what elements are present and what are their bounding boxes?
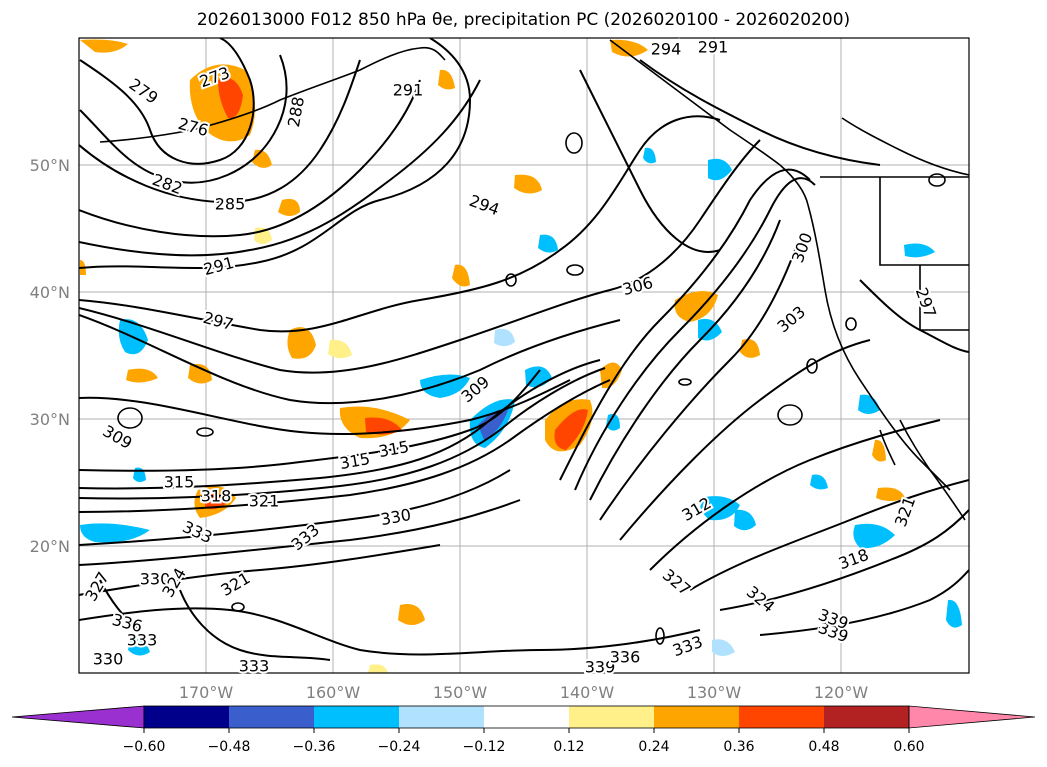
colorbar-tick-label: −0.36 bbox=[293, 739, 336, 755]
colorbar-tick-label: −0.12 bbox=[463, 739, 506, 755]
colorbar-segment bbox=[569, 706, 654, 728]
contour-label: 321 bbox=[249, 492, 280, 511]
map-frame bbox=[78, 37, 970, 674]
map-title: 2026013000 F012 850 hPa θe, precipitatio… bbox=[196, 10, 851, 30]
lat-label-40n: 40°N bbox=[30, 283, 70, 302]
contour-label: 294 bbox=[651, 40, 682, 59]
colorbar-tick-label: 0.12 bbox=[553, 739, 584, 755]
lat-label-30n: 30°N bbox=[30, 410, 70, 429]
contour-label: 330 bbox=[140, 570, 171, 589]
longitude-labels: 170°W 160°W 150°W 140°W 130°W 120°W bbox=[179, 683, 869, 702]
colorbar-tick-label: 0.48 bbox=[808, 739, 839, 755]
contour-label: 333 bbox=[127, 631, 158, 650]
colorbar-segment bbox=[399, 706, 484, 728]
contour-label-halo: 333 bbox=[127, 631, 158, 650]
colorbar-frame bbox=[143, 705, 910, 729]
contour-label-halo: 318 bbox=[201, 487, 232, 506]
lon-label-150w: 150°W bbox=[433, 683, 488, 702]
contour-label: 318 bbox=[201, 487, 232, 506]
contour-label: 291 bbox=[698, 38, 729, 57]
contour-label: 315 bbox=[164, 473, 195, 492]
colorbar-tick-label: −0.48 bbox=[208, 739, 251, 755]
contour-label-halo: 339 bbox=[585, 658, 616, 677]
contour-label: 333 bbox=[239, 657, 270, 676]
colorbar-tick-label: −0.60 bbox=[123, 739, 166, 755]
contour-label-halo: 315 bbox=[164, 473, 195, 492]
colorbar-segment bbox=[484, 706, 569, 728]
colorbar-segment bbox=[144, 706, 229, 728]
contour-label-halo: 336 bbox=[610, 648, 641, 667]
lon-label-170w: 170°W bbox=[179, 683, 234, 702]
map-area bbox=[79, 38, 969, 673]
contour-label-halo: 330 bbox=[140, 570, 171, 589]
colorbar-tick-label: 0.60 bbox=[893, 739, 924, 755]
colorbar-tick-label: 0.24 bbox=[638, 739, 669, 755]
contour-label-halo: 294 bbox=[651, 40, 682, 59]
lon-label-120w: 120°W bbox=[814, 683, 869, 702]
contour-label-halo: 330 bbox=[93, 650, 124, 669]
colorbar-extend-low bbox=[11, 705, 145, 729]
colorbar: −0.60 −0.48 −0.36 −0.24 −0.12 0.12 0.24 0.36 0.4… bbox=[11, 705, 1036, 755]
contour-label: 330 bbox=[93, 650, 124, 669]
colorbar-segment bbox=[229, 706, 314, 728]
theta-e-contours bbox=[79, 38, 969, 661]
colorbar-segment bbox=[654, 706, 739, 728]
contour-label-halo: 291 bbox=[393, 81, 424, 100]
contour-label: 336 bbox=[610, 648, 641, 667]
contour-label-halo: 321 bbox=[249, 492, 280, 511]
small-closed-contours bbox=[117, 132, 946, 645]
colorbar-segment bbox=[314, 706, 399, 728]
colorbar-extend-high bbox=[908, 705, 1036, 729]
colorbar-tick-label: 0.36 bbox=[723, 739, 754, 755]
contour-label: 285 bbox=[215, 195, 246, 214]
latitude-labels: 50°N 40°N 30°N 20°N bbox=[30, 156, 70, 556]
lon-label-130w: 130°W bbox=[687, 683, 742, 702]
contour-label-halo: 333 bbox=[239, 657, 270, 676]
contour-label: 339 bbox=[585, 658, 616, 677]
coastline bbox=[99, 39, 969, 521]
lat-label-50n: 50°N bbox=[30, 156, 70, 175]
lon-label-140w: 140°W bbox=[560, 683, 615, 702]
colorbar-tick-label: −0.24 bbox=[378, 739, 421, 755]
contour-label-halo: 291 bbox=[698, 38, 729, 57]
contour-label-halo: 285 bbox=[215, 195, 246, 214]
lon-label-160w: 160°W bbox=[306, 683, 361, 702]
colorbar-segment bbox=[739, 706, 824, 728]
lat-label-20n: 20°N bbox=[30, 537, 70, 556]
colorbar-segment bbox=[824, 706, 909, 728]
contour-label: 291 bbox=[393, 81, 424, 100]
